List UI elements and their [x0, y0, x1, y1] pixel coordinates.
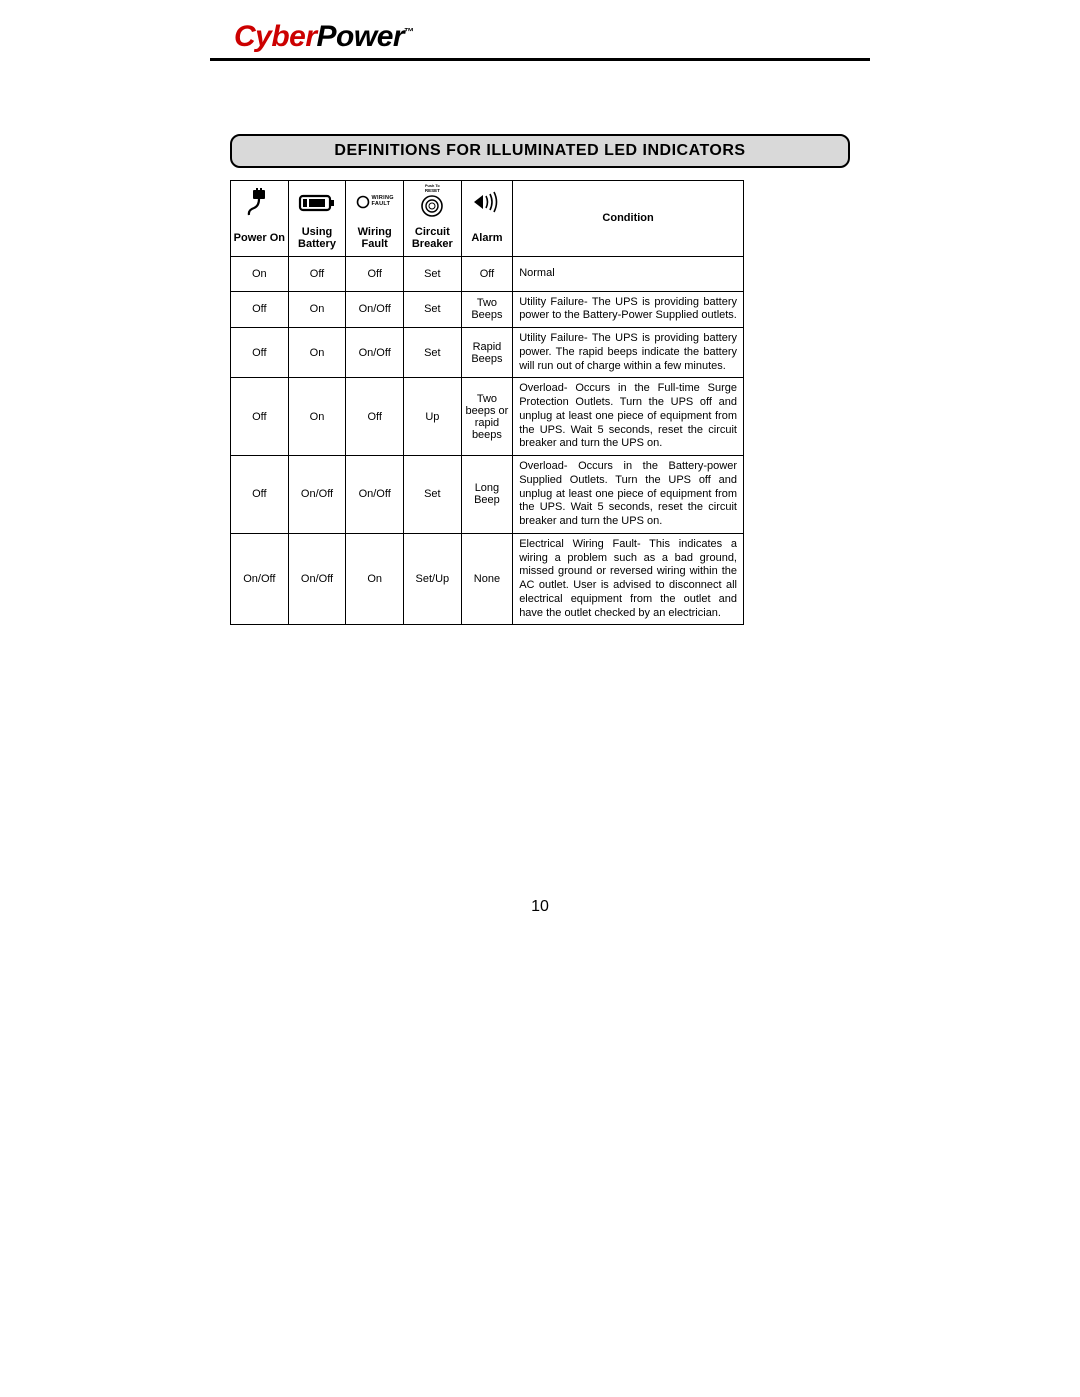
table-row: On Off Off Set Off Normal	[231, 256, 744, 291]
cell-condition: Normal	[513, 256, 744, 291]
cell-wiring: Off	[346, 256, 404, 291]
cell-power: Off	[231, 328, 289, 378]
cell-breaker: Set	[404, 456, 462, 534]
cell-battery: Off	[288, 256, 346, 291]
table-row: On/Off On/Off On Set/Up None Electrical …	[231, 533, 744, 625]
cell-battery: On/Off	[288, 456, 346, 534]
brand-part2: Power	[317, 20, 405, 53]
header-rule	[210, 58, 870, 61]
cell-alarm: None	[461, 533, 513, 625]
cell-condition: Electrical Wiring Fault- This indicates …	[513, 533, 744, 625]
col-header-wiring: Wiring Fault	[346, 223, 404, 257]
section-title: DEFINITIONS FOR ILLUMINATED LED INDICATO…	[230, 134, 850, 168]
cell-condition: Utility Failure- The UPS is providing ba…	[513, 328, 744, 378]
cell-condition: Utility Failure- The UPS is providing ba…	[513, 291, 744, 328]
cell-breaker: Set/Up	[404, 533, 462, 625]
cell-alarm: Long Beep	[461, 456, 513, 534]
cell-battery: On/Off	[288, 533, 346, 625]
table-row: Off On On/Off Set Two Beeps Utility Fail…	[231, 291, 744, 328]
cell-breaker: Set	[404, 256, 462, 291]
table-row: Off On Off Up Two beeps or rapid beeps O…	[231, 378, 744, 456]
cell-wiring: Off	[346, 378, 404, 456]
alarm-icon	[472, 191, 502, 213]
cell-battery: On	[288, 328, 346, 378]
led-table-container: WIRINGFAULT Push ToRESET	[230, 180, 744, 625]
cell-alarm: Off	[461, 256, 513, 291]
table-row: Off On On/Off Set Rapid Beeps Utility Fa…	[231, 328, 744, 378]
cell-condition: Overload- Occurs in the Full-time Surge …	[513, 378, 744, 456]
table-row: Off On/Off On/Off Set Long Beep Overload…	[231, 456, 744, 534]
table-icon-row: WIRINGFAULT Push ToRESET	[231, 181, 744, 223]
cell-wiring: On/Off	[346, 328, 404, 378]
cell-breaker: Set	[404, 291, 462, 328]
brand-tm: ™	[404, 27, 414, 38]
section-title-container: DEFINITIONS FOR ILLUMINATED LED INDICATO…	[230, 134, 850, 168]
cell-wiring: On	[346, 533, 404, 625]
header: CyberPower™	[234, 20, 846, 54]
led-indicator-table: WIRINGFAULT Push ToRESET	[230, 180, 744, 625]
cell-power: Off	[231, 378, 289, 456]
col-icon-wiring: WIRINGFAULT	[346, 181, 404, 223]
brand-part1: Cyber	[234, 20, 317, 53]
col-header-alarm: Alarm	[461, 223, 513, 257]
col-icon-breaker: Push ToRESET	[404, 181, 462, 223]
cell-battery: On	[288, 291, 346, 328]
col-icon-power	[231, 181, 289, 223]
cell-power: On/Off	[231, 533, 289, 625]
col-icon-alarm	[461, 181, 513, 223]
cell-power: On	[231, 256, 289, 291]
brand-logo: CyberPower™	[234, 20, 414, 53]
col-header-battery: Using Battery	[288, 223, 346, 257]
cell-condition: Overload- Occurs in the Battery-power Su…	[513, 456, 744, 534]
col-header-power: Power On	[231, 223, 289, 257]
col-header-breaker: Circuit Breaker	[404, 223, 462, 257]
cell-wiring: On/Off	[346, 291, 404, 328]
reset-label: Push ToRESET	[406, 185, 459, 193]
cell-breaker: Set	[404, 328, 462, 378]
cell-breaker: Up	[404, 378, 462, 456]
circuit-breaker-icon	[420, 194, 444, 218]
cell-alarm: Two beeps or rapid beeps	[461, 378, 513, 456]
page-number: 10	[0, 898, 1080, 916]
cell-power: Off	[231, 456, 289, 534]
cell-alarm: Two Beeps	[461, 291, 513, 328]
wiring-led-icon	[356, 195, 370, 209]
plug-icon	[244, 188, 274, 216]
col-header-condition: Condition	[513, 181, 744, 257]
col-icon-battery	[288, 181, 346, 223]
cell-battery: On	[288, 378, 346, 456]
battery-icon	[297, 191, 337, 213]
cell-power: Off	[231, 291, 289, 328]
cell-wiring: On/Off	[346, 456, 404, 534]
wiring-fault-label: WIRINGFAULT	[372, 196, 394, 207]
page: CyberPower™ DEFINITIONS FOR ILLUMINATED …	[0, 0, 1080, 1397]
cell-alarm: Rapid Beeps	[461, 328, 513, 378]
